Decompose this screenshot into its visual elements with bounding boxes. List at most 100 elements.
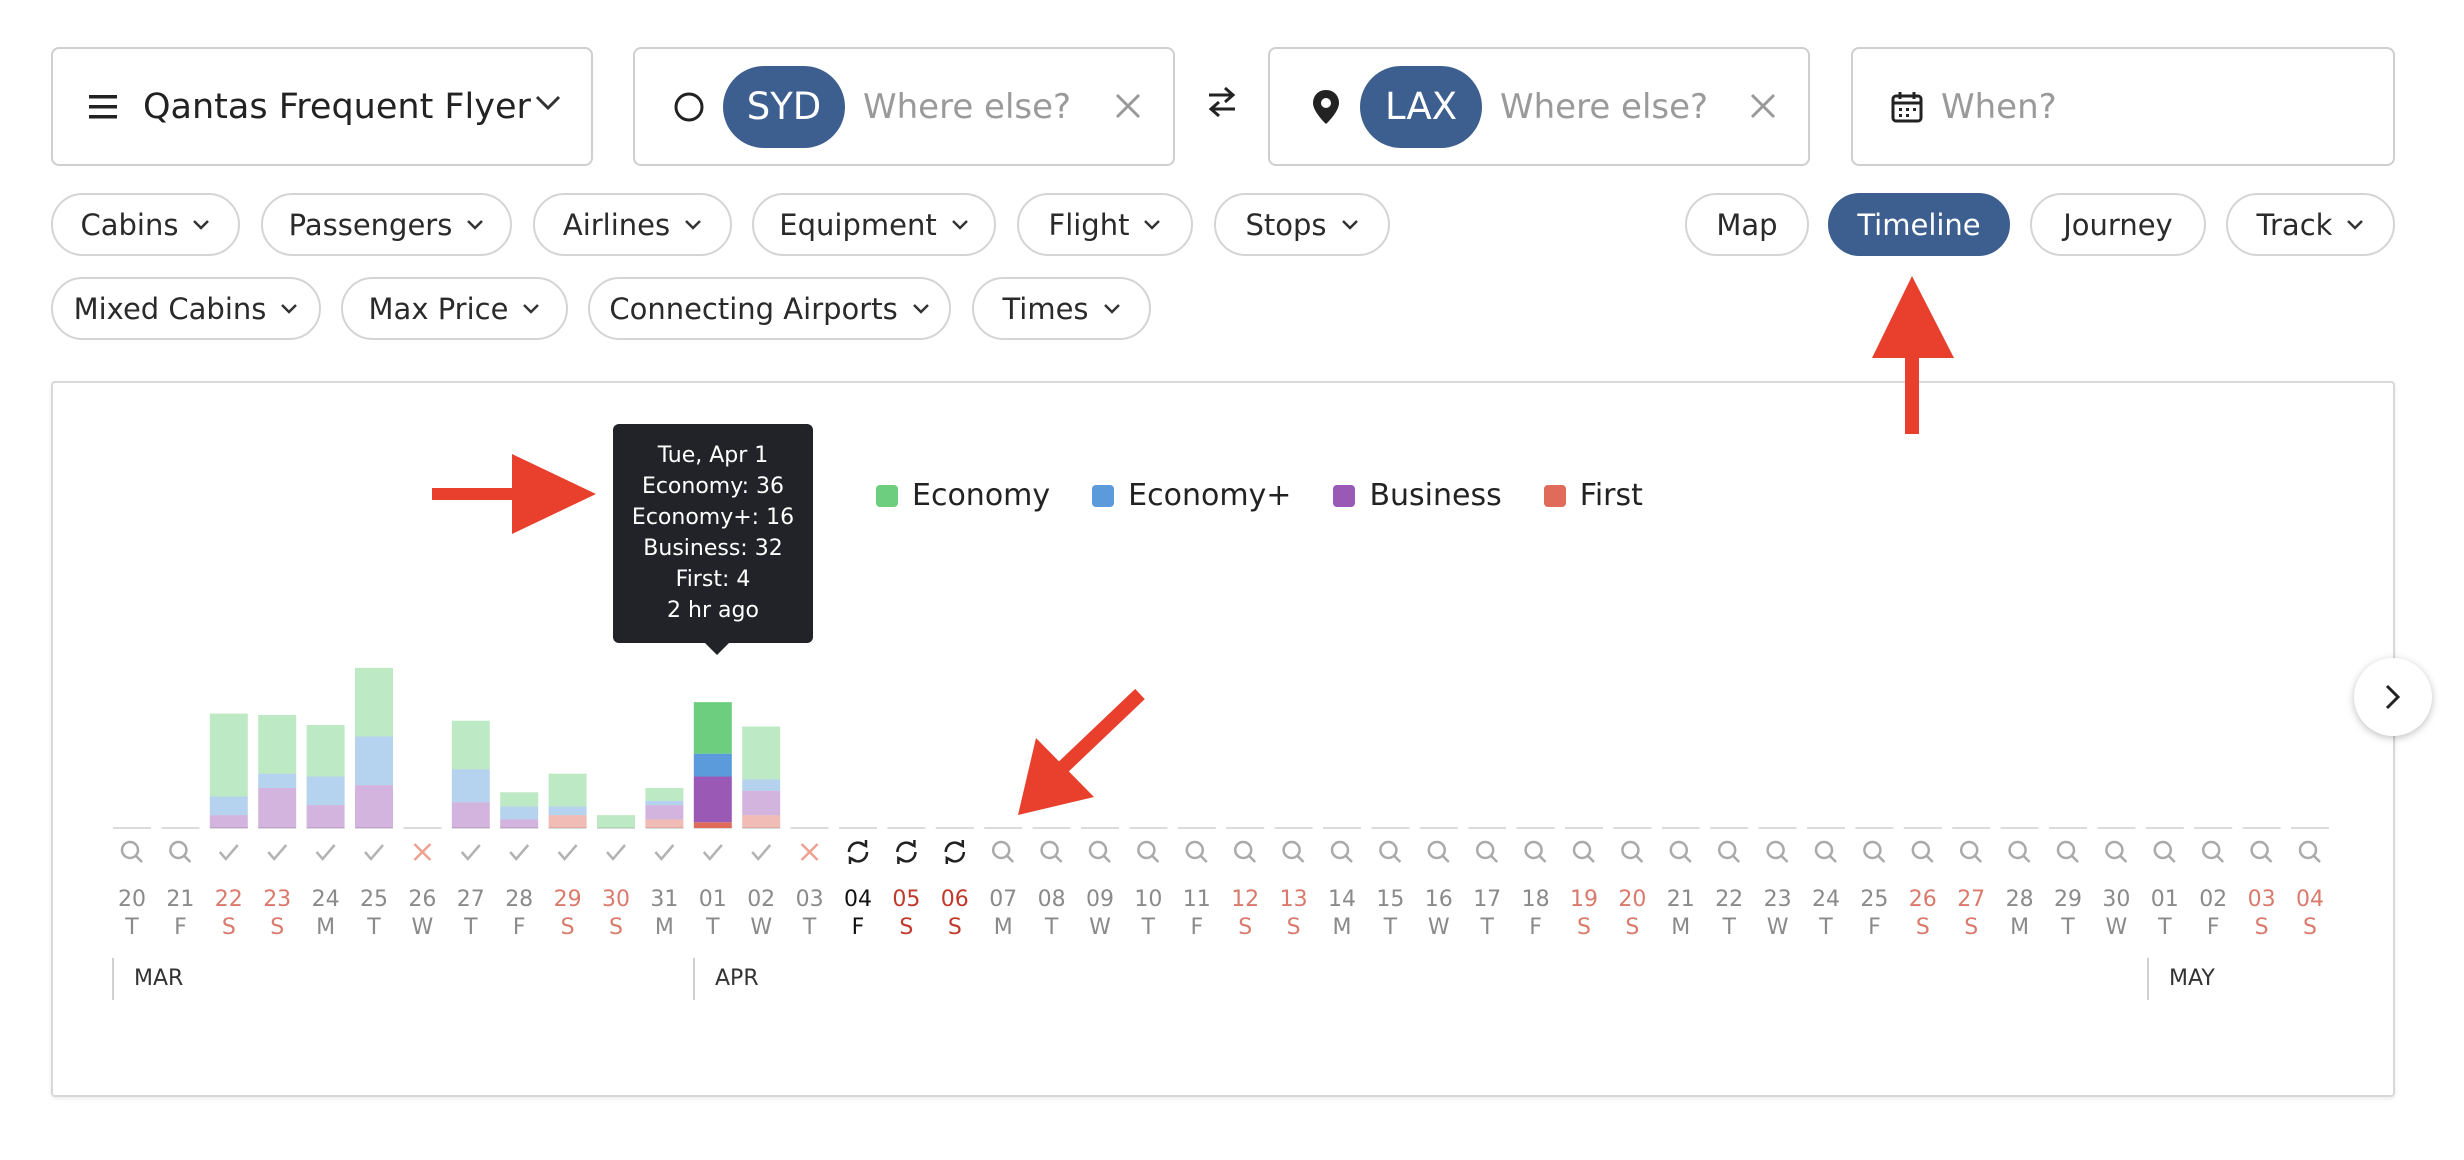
- bar-segment-economy[interactable]: [500, 792, 539, 807]
- legend-economy[interactable]: Economy: [876, 478, 1050, 513]
- search-icon[interactable]: [1863, 840, 1886, 863]
- search-icon[interactable]: [2153, 840, 2176, 863]
- search-icon[interactable]: [1524, 840, 1547, 863]
- search-icon[interactable]: [2201, 840, 2225, 863]
- search-icon[interactable]: [991, 840, 1015, 863]
- check-icon[interactable]: [606, 844, 626, 861]
- search-icon[interactable]: [1185, 840, 1208, 863]
- bar-segment-economy[interactable]: [693, 702, 732, 754]
- legend-economy-plus[interactable]: Economy+: [1092, 478, 1291, 513]
- search-icon[interactable]: [1572, 840, 1595, 863]
- x-icon[interactable]: [800, 843, 819, 861]
- bar-segment-economy-plus[interactable]: [306, 776, 345, 806]
- check-icon[interactable]: [509, 844, 530, 861]
- bar-segment-first[interactable]: [742, 815, 781, 828]
- next-page-button[interactable]: [2354, 658, 2432, 736]
- date-input[interactable]: When?: [1941, 86, 2057, 127]
- search-icon[interactable]: [1669, 840, 1692, 863]
- bar-segment-economy[interactable]: [306, 725, 345, 777]
- date-field[interactable]: When?: [1851, 47, 2395, 166]
- legend-business[interactable]: Business: [1333, 478, 1502, 513]
- clear-origin-icon[interactable]: [1113, 91, 1143, 121]
- filter-times[interactable]: Times: [972, 277, 1151, 340]
- origin-input[interactable]: Where else?: [863, 86, 1072, 127]
- search-icon[interactable]: [1233, 840, 1257, 863]
- search-icon[interactable]: [1959, 840, 1983, 863]
- search-icon[interactable]: [1475, 840, 1499, 863]
- search-icon[interactable]: [1088, 840, 1111, 863]
- bar-segment-business[interactable]: [258, 787, 297, 828]
- filter-cabins[interactable]: Cabins: [51, 193, 240, 256]
- search-icon[interactable]: [1717, 840, 1741, 863]
- bar-segment-economy-plus[interactable]: [258, 773, 297, 788]
- bar-segment-economy[interactable]: [742, 726, 781, 780]
- bar-segment-economy[interactable]: [645, 787, 684, 801]
- clear-destination-icon[interactable]: [1748, 91, 1778, 121]
- bar-segment-economy-plus[interactable]: [209, 796, 248, 816]
- bar-segment-business[interactable]: [645, 805, 684, 820]
- check-icon[interactable]: [218, 844, 239, 861]
- x-icon[interactable]: [413, 843, 432, 861]
- origin-field[interactable]: SYD Where else?: [633, 47, 1175, 166]
- view-timeline-button[interactable]: Timeline: [1828, 193, 2010, 256]
- bar-segment-economy-plus[interactable]: [742, 779, 781, 791]
- bar-segment-business[interactable]: [451, 802, 490, 828]
- filter-equipment[interactable]: Equipment: [752, 193, 996, 256]
- search-icon[interactable]: [1427, 840, 1450, 863]
- filter-connecting-airports[interactable]: Connecting Airports: [588, 277, 951, 340]
- bar-segment-economy[interactable]: [355, 667, 393, 737]
- program-select[interactable]: Qantas Frequent Flyer: [51, 47, 593, 166]
- view-map-button[interactable]: Map: [1685, 193, 1809, 256]
- bar-segment-economy-plus[interactable]: [451, 769, 490, 803]
- bar-segment-first[interactable]: [548, 815, 587, 828]
- bar-segment-economy-plus[interactable]: [645, 800, 684, 806]
- bar-segment-economy[interactable]: [258, 715, 297, 774]
- bar-segment-economy[interactable]: [548, 773, 587, 807]
- filter-passengers[interactable]: Passengers: [261, 193, 512, 256]
- filter-stops[interactable]: Stops: [1214, 193, 1390, 256]
- filter-flight[interactable]: Flight: [1017, 193, 1193, 256]
- search-icon[interactable]: [1814, 840, 1837, 863]
- search-icon[interactable]: [2105, 840, 2128, 863]
- filter-airlines[interactable]: Airlines: [533, 193, 732, 256]
- bar-segment-business[interactable]: [209, 815, 248, 828]
- check-icon[interactable]: [460, 844, 481, 861]
- filter-max-price[interactable]: Max Price: [341, 277, 568, 340]
- bar-segment-economy-plus[interactable]: [500, 806, 539, 820]
- destination-input[interactable]: Where else?: [1500, 86, 1709, 127]
- swap-icon[interactable]: [1205, 86, 1239, 118]
- search-icon[interactable]: [1766, 840, 1789, 863]
- destination-code-chip[interactable]: LAX: [1360, 65, 1482, 148]
- bar-segment-business[interactable]: [500, 819, 539, 828]
- search-icon[interactable]: [2008, 840, 2031, 863]
- check-icon[interactable]: [557, 844, 578, 861]
- refresh-icon[interactable]: [896, 840, 917, 864]
- bar-segment-business[interactable]: [355, 785, 393, 828]
- destination-field[interactable]: LAX Where else?: [1268, 47, 1810, 166]
- check-icon[interactable]: [702, 844, 723, 861]
- bar-segment-economy-plus[interactable]: [355, 736, 393, 786]
- refresh-icon[interactable]: [847, 840, 869, 864]
- check-icon[interactable]: [267, 844, 288, 861]
- search-icon[interactable]: [2298, 840, 2321, 863]
- bar-segment-business[interactable]: [742, 790, 781, 816]
- search-icon[interactable]: [1040, 840, 1063, 863]
- search-icon[interactable]: [2250, 840, 2273, 863]
- search-icon[interactable]: [120, 840, 143, 863]
- search-icon[interactable]: [1137, 840, 1160, 863]
- bar-segment-economy-plus[interactable]: [548, 806, 587, 816]
- search-icon[interactable]: [169, 840, 192, 863]
- search-icon[interactable]: [1621, 840, 1644, 863]
- search-icon[interactable]: [1379, 840, 1402, 863]
- search-icon[interactable]: [2056, 840, 2079, 863]
- view-track-button[interactable]: Track: [2226, 193, 2395, 256]
- search-icon[interactable]: [1282, 840, 1305, 863]
- filter-mixed-cabins[interactable]: Mixed Cabins: [51, 277, 321, 340]
- origin-code-chip[interactable]: SYD: [723, 65, 845, 148]
- search-icon[interactable]: [1330, 840, 1353, 863]
- search-icon[interactable]: [1911, 840, 1934, 863]
- bar-segment-first[interactable]: [645, 819, 684, 828]
- bar-segment-first[interactable]: [693, 822, 732, 828]
- bar-segment-economy[interactable]: [209, 713, 248, 797]
- check-icon[interactable]: [364, 844, 384, 861]
